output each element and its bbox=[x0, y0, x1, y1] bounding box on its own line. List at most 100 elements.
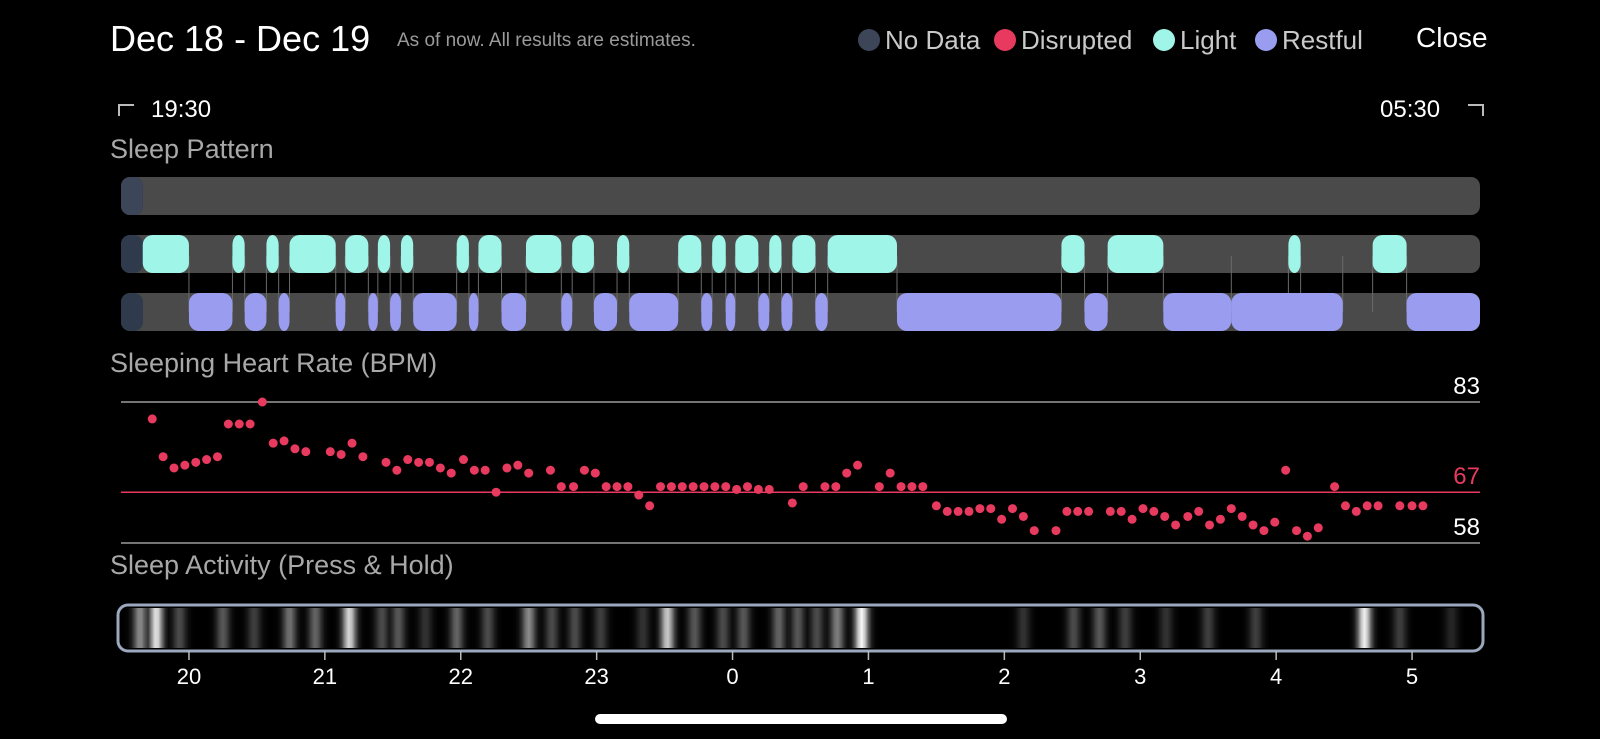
light-segment[interactable] bbox=[456, 235, 469, 273]
heart-rate-point bbox=[964, 506, 974, 516]
light-segment[interactable] bbox=[1107, 235, 1164, 273]
light-segment[interactable] bbox=[400, 235, 414, 273]
heart-rate-point bbox=[524, 468, 534, 478]
light-segment[interactable] bbox=[266, 235, 279, 273]
heart-rate-point bbox=[491, 487, 501, 497]
light-segment[interactable] bbox=[1288, 235, 1301, 273]
heart-rate-point bbox=[1281, 465, 1291, 475]
legend-disrupted: Disrupted bbox=[994, 24, 1132, 56]
heart-rate-point bbox=[1029, 526, 1039, 536]
heart-rate-point bbox=[545, 465, 555, 475]
heart-rate-point bbox=[223, 419, 233, 429]
restful-segment[interactable] bbox=[896, 293, 1062, 331]
legend-no-data-label: No Data bbox=[885, 24, 981, 55]
heart-rate-point bbox=[931, 501, 941, 511]
heart-rate-point bbox=[381, 457, 391, 467]
legend-restful: Restful bbox=[1255, 24, 1363, 56]
light-segment[interactable] bbox=[827, 235, 897, 273]
restful-segment[interactable] bbox=[368, 293, 378, 331]
light-segment[interactable] bbox=[617, 235, 630, 273]
sleep-activity-frame bbox=[116, 603, 1485, 653]
restful-segment[interactable] bbox=[413, 293, 457, 331]
heart-rate-point bbox=[446, 468, 456, 478]
light-segment[interactable] bbox=[735, 235, 759, 273]
x-tick-label: 22 bbox=[449, 664, 473, 689]
heart-rate-point bbox=[975, 504, 985, 514]
no-data-segment bbox=[121, 177, 143, 215]
heart-rate-point bbox=[1171, 520, 1181, 530]
restful-segment[interactable] bbox=[725, 293, 736, 331]
heart-rate-point bbox=[234, 419, 244, 429]
heart-rate-point bbox=[336, 449, 346, 459]
heart-rate-point bbox=[414, 457, 424, 467]
light-segment[interactable] bbox=[232, 235, 245, 273]
restful-segment[interactable] bbox=[501, 293, 526, 331]
heart-rate-point bbox=[469, 465, 479, 475]
restful-segment[interactable] bbox=[593, 293, 618, 331]
x-tick-label: 23 bbox=[584, 664, 608, 689]
sleep-track-restful bbox=[121, 293, 1480, 331]
light-segment[interactable] bbox=[1372, 235, 1407, 273]
light-dot-icon bbox=[1153, 29, 1175, 51]
x-tick-label: 1 bbox=[862, 664, 874, 689]
restful-segment[interactable] bbox=[1084, 293, 1108, 331]
restful-segment[interactable] bbox=[629, 293, 679, 331]
heart-rate-point bbox=[403, 455, 413, 465]
heart-rate-point bbox=[435, 463, 445, 473]
heart-rate-point bbox=[458, 455, 468, 465]
light-segment[interactable] bbox=[478, 235, 502, 273]
legend-light-label: Light bbox=[1180, 24, 1237, 55]
heart-rate-title: Sleeping Heart Rate (BPM) bbox=[110, 348, 438, 378]
x-tick-label: 3 bbox=[1134, 664, 1146, 689]
light-segment[interactable] bbox=[1061, 235, 1085, 273]
heart-rate-point bbox=[688, 482, 698, 492]
heart-rate-point bbox=[1313, 523, 1323, 533]
restful-segment[interactable] bbox=[561, 293, 573, 331]
x-tick-label: 20 bbox=[177, 664, 201, 689]
light-segment[interactable] bbox=[769, 235, 782, 273]
close-button[interactable]: Close bbox=[1416, 22, 1488, 53]
light-segment[interactable] bbox=[345, 235, 369, 273]
restful-segment[interactable] bbox=[781, 293, 793, 331]
heart-rate-point bbox=[1084, 506, 1094, 516]
restful-segment[interactable] bbox=[1406, 293, 1480, 331]
heart-rate-point bbox=[513, 460, 523, 470]
light-segment[interactable] bbox=[712, 235, 726, 273]
heart-rate-point bbox=[1373, 501, 1383, 511]
heart-rate-point bbox=[590, 468, 600, 478]
light-segment[interactable] bbox=[792, 235, 816, 273]
restful-segment[interactable] bbox=[758, 293, 770, 331]
restful-segment[interactable] bbox=[335, 293, 346, 331]
light-segment[interactable] bbox=[572, 235, 594, 273]
light-segment[interactable] bbox=[142, 235, 189, 273]
heart-rate-point bbox=[953, 506, 963, 516]
x-tick-label: 4 bbox=[1270, 664, 1282, 689]
restful-segment[interactable] bbox=[1231, 293, 1343, 331]
range-start-time: 19:30 bbox=[151, 96, 212, 123]
heart-rate-point bbox=[1008, 504, 1018, 514]
restful-segment[interactable] bbox=[701, 293, 713, 331]
light-segment[interactable] bbox=[377, 235, 391, 273]
light-segment[interactable] bbox=[525, 235, 562, 273]
restful-segment[interactable] bbox=[244, 293, 267, 331]
restful-segment[interactable] bbox=[278, 293, 290, 331]
light-segment[interactable] bbox=[678, 235, 702, 273]
heart-rate-point bbox=[1237, 511, 1247, 521]
home-indicator[interactable] bbox=[595, 714, 1007, 724]
restful-segment[interactable] bbox=[815, 293, 828, 331]
sleep-activity-heatstrip[interactable] bbox=[121, 608, 1480, 648]
page-title: Dec 18 - Dec 19 bbox=[110, 18, 371, 59]
range-end-time: 05:30 bbox=[1380, 96, 1441, 123]
restful-segment[interactable] bbox=[1163, 293, 1232, 331]
range-end-bracket-icon bbox=[1468, 104, 1484, 116]
heart-rate-point bbox=[831, 482, 841, 492]
heart-rate-point bbox=[1062, 506, 1072, 516]
heart-rate-point bbox=[1362, 501, 1372, 511]
heart-rate-point bbox=[764, 484, 774, 494]
restful-segment[interactable] bbox=[468, 293, 479, 331]
heart-rate-point bbox=[885, 468, 895, 478]
restful-segment[interactable] bbox=[188, 293, 233, 331]
light-segment[interactable] bbox=[289, 235, 336, 273]
restful-segment[interactable] bbox=[390, 293, 401, 331]
